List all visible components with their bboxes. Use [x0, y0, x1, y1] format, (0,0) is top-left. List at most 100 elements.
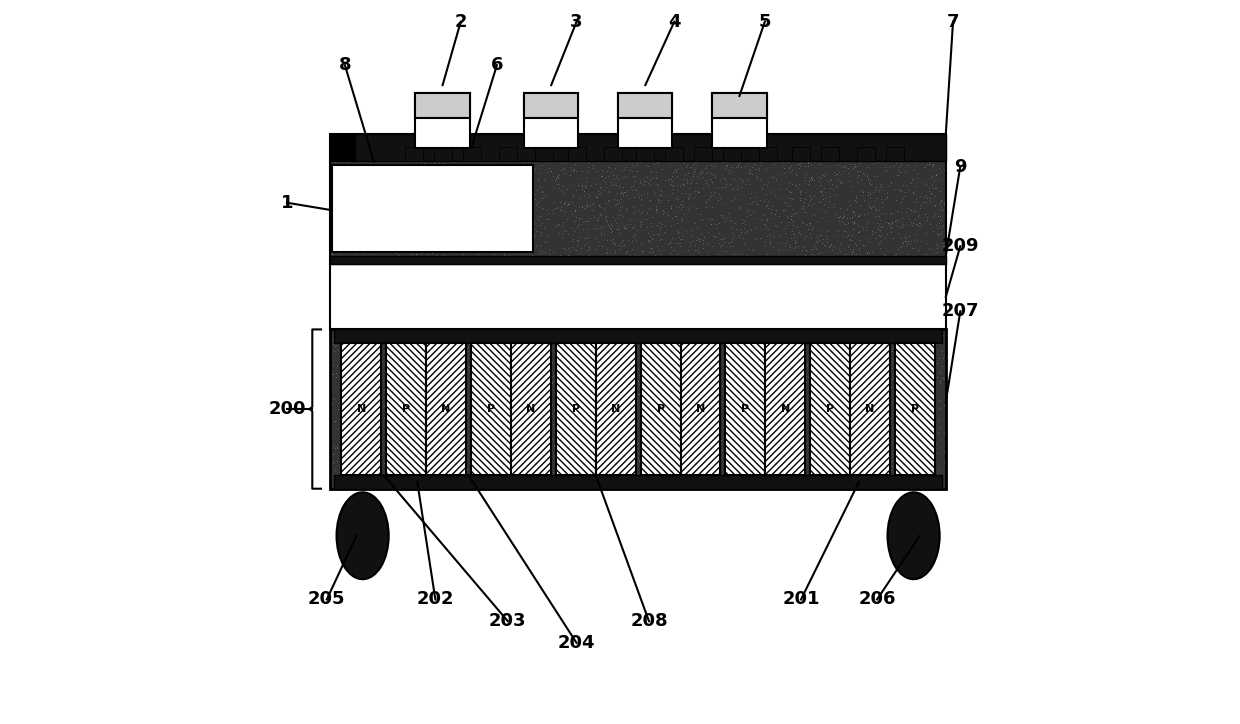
- Point: [486, 329, 506, 340]
- Point: [882, 343, 901, 355]
- Point: [615, 239, 635, 251]
- Point: [910, 190, 930, 202]
- Point: [492, 217, 512, 229]
- Point: [563, 398, 583, 410]
- Point: [536, 204, 556, 216]
- Point: [724, 357, 744, 369]
- Point: [621, 360, 641, 371]
- Point: [715, 441, 735, 452]
- Point: [363, 256, 383, 268]
- Point: [903, 219, 923, 231]
- Point: [713, 421, 733, 432]
- Point: [362, 144, 382, 156]
- Point: [729, 173, 749, 185]
- Point: [678, 168, 698, 180]
- Point: [625, 333, 645, 345]
- Point: [438, 238, 458, 250]
- Point: [446, 349, 466, 361]
- Point: [706, 371, 725, 382]
- Point: [393, 346, 413, 358]
- Point: [934, 204, 954, 216]
- Point: [440, 405, 460, 417]
- Point: [899, 330, 919, 342]
- Point: [779, 239, 799, 251]
- Point: [501, 246, 521, 258]
- Point: [579, 392, 599, 404]
- Point: [888, 154, 908, 166]
- Point: [332, 211, 352, 223]
- Point: [559, 392, 579, 404]
- Point: [872, 221, 892, 232]
- Point: [618, 420, 637, 432]
- Point: [925, 413, 945, 425]
- Point: [350, 183, 370, 195]
- Point: [682, 373, 702, 384]
- Point: [883, 345, 903, 356]
- Point: [446, 135, 466, 147]
- Point: [625, 228, 645, 240]
- Point: [866, 251, 885, 263]
- Point: [666, 200, 686, 211]
- Point: [589, 187, 609, 198]
- Point: [839, 150, 859, 161]
- Point: [569, 214, 589, 225]
- Point: [908, 375, 928, 387]
- Point: [749, 411, 769, 422]
- Point: [547, 131, 567, 143]
- Point: [360, 420, 379, 432]
- Point: [841, 243, 861, 255]
- Point: [879, 360, 899, 371]
- Point: [418, 210, 438, 222]
- Point: [387, 392, 407, 404]
- Point: [392, 471, 412, 482]
- Point: [596, 211, 616, 222]
- Point: [776, 197, 796, 209]
- Point: [450, 350, 470, 361]
- Point: [491, 350, 511, 362]
- Point: [348, 130, 368, 141]
- Point: [577, 394, 596, 405]
- Point: [594, 156, 614, 167]
- Point: [911, 235, 931, 247]
- Point: [422, 155, 441, 167]
- Point: [505, 382, 525, 394]
- Point: [781, 203, 801, 215]
- Point: [415, 197, 435, 209]
- Point: [863, 416, 883, 427]
- Point: [676, 169, 696, 181]
- Point: [630, 455, 650, 467]
- Point: [489, 237, 508, 249]
- Point: [673, 466, 693, 478]
- Point: [745, 352, 765, 363]
- Point: [693, 152, 713, 164]
- Point: [383, 214, 403, 225]
- Point: [567, 371, 587, 382]
- Point: [472, 166, 492, 177]
- Point: [510, 237, 529, 248]
- Point: [639, 387, 658, 398]
- Point: [713, 198, 733, 209]
- Point: [858, 245, 878, 256]
- Point: [646, 474, 666, 486]
- Bar: [427, 343, 466, 475]
- Point: [454, 197, 474, 209]
- Point: [551, 203, 570, 215]
- Point: [831, 375, 851, 387]
- Point: [472, 164, 492, 176]
- Point: [879, 337, 899, 348]
- Point: [914, 421, 934, 432]
- Point: [482, 214, 502, 226]
- Point: [920, 151, 940, 162]
- Point: [868, 353, 888, 365]
- Point: [529, 160, 549, 172]
- Point: [594, 184, 614, 195]
- Point: [880, 207, 900, 219]
- Point: [924, 206, 944, 218]
- Point: [518, 224, 538, 236]
- Point: [796, 437, 816, 449]
- Point: [450, 143, 470, 154]
- Point: [884, 151, 904, 162]
- Point: [898, 219, 918, 230]
- Point: [430, 378, 450, 390]
- Point: [407, 237, 427, 248]
